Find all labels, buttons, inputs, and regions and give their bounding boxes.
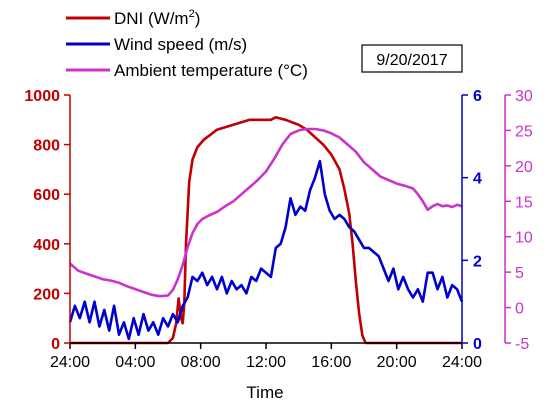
right1-tick-label: 4 <box>473 171 482 188</box>
right2-tick-label: 30 <box>515 88 533 105</box>
date-box: 9/20/2017 <box>361 44 463 73</box>
legend-label-temp: Ambient temperature (°C) <box>114 61 308 80</box>
left-tick-label: 0 <box>51 336 60 353</box>
x-tick-label: 16:00 <box>311 354 351 371</box>
left-tick-label: 800 <box>33 138 60 155</box>
right2-tick-label: 0 <box>515 301 524 318</box>
x-tick-label: 12:00 <box>246 354 286 371</box>
right2-tick-label: 15 <box>515 194 533 211</box>
legend-label-wind: Wind speed (m/s) <box>114 35 247 54</box>
right1-tick-label: 2 <box>473 253 482 270</box>
x-tick-label: 04:00 <box>115 354 155 371</box>
date-label: 9/20/2017 <box>376 52 447 69</box>
right2-tick-label: -5 <box>515 336 529 353</box>
x-axis-title: Time <box>246 383 283 402</box>
right2-tick-label: 5 <box>515 265 524 282</box>
series-line-0 <box>70 116 462 345</box>
right1-tick-label: 0 <box>473 336 482 353</box>
left-tick-label: 1000 <box>24 88 60 105</box>
left-tick-label: 600 <box>33 187 60 204</box>
left-tick-label: 400 <box>33 237 60 254</box>
x-tick-label: 24:00 <box>442 354 482 371</box>
legend-label-dni: DNI (W/m2) <box>114 8 200 28</box>
left-tick-label: 200 <box>33 286 60 303</box>
series-line-1 <box>68 159 464 341</box>
x-tick-label: 08:00 <box>181 354 221 371</box>
x-tick-label: 24:00 <box>50 354 90 371</box>
x-tick-label: 20:00 <box>377 354 417 371</box>
right1-tick-label: 6 <box>473 88 482 105</box>
right2-tick-label: 25 <box>515 123 533 140</box>
series-line-2 <box>69 127 463 298</box>
right2-tick-label: 20 <box>515 159 533 176</box>
right2-tick-label: 10 <box>515 230 533 247</box>
